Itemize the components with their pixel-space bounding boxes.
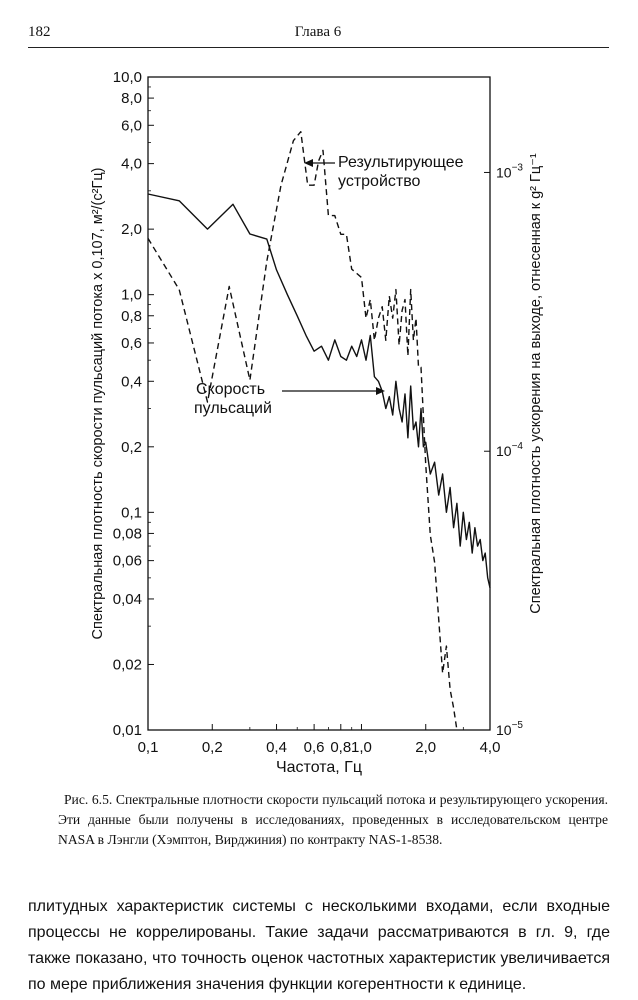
x-tick-label: 0,1	[138, 739, 159, 756]
annotation-label-output-device: устройство	[338, 173, 421, 190]
plot-frame	[147, 76, 491, 731]
annotation-arrowhead	[376, 387, 385, 395]
page-number: 182	[28, 24, 51, 40]
y-tick-label: 10,0	[113, 69, 142, 86]
x-axis-title: Частота, Гц	[276, 759, 362, 776]
header-rule	[28, 47, 609, 48]
x-tick-label: 0,4	[266, 739, 287, 756]
annotation-label-velocity: Скорость	[196, 381, 265, 398]
y-tick-label: 1,0	[121, 287, 142, 304]
y-tick-label: 0,04	[113, 591, 142, 608]
annotation-label-velocity: пульсаций	[194, 400, 272, 417]
y-tick-label: 0,4	[121, 373, 142, 390]
x-tick-label: 0,2	[202, 739, 223, 756]
running-head: 182 Глава 6	[28, 24, 608, 46]
body-paragraph: плитудных характеристик системы с нескол…	[28, 898, 610, 993]
y-tick-label: 0,06	[113, 553, 142, 570]
x-tick-label: 0,8	[330, 739, 351, 756]
chapter-title: Глава 6	[294, 24, 342, 40]
figure-caption: Рис. 6.5. Спектральные плотности скорост…	[58, 792, 608, 847]
spectral-density-chart: 0,010,020,040,060,080,10,20,40,60,81,02,…	[90, 69, 544, 776]
y-tick-label: 0,8	[121, 308, 142, 325]
y-tick-label: 8,0	[121, 90, 142, 107]
y-tick-label: 0,01	[113, 722, 142, 739]
y-tick-label: 2,0	[121, 221, 142, 238]
x-tick-label: 4,0	[480, 739, 501, 756]
series-line-output-device	[147, 130, 458, 731]
y-axis-title: Спектральная плотность скорости пульсаци…	[90, 168, 106, 640]
annotation-label-output-device: Результирующее	[338, 154, 464, 171]
y2-axis-title: Спектральная плотность ускорения на выхо…	[528, 153, 544, 614]
y-tick-label: 0,02	[113, 656, 142, 673]
y-tick-label: 0,2	[121, 439, 142, 456]
y-tick-label: 0,1	[121, 504, 142, 521]
x-tick-label: 1,0	[351, 739, 372, 756]
annotation-arrowhead	[304, 159, 313, 167]
y-tick-label: 4,0	[121, 156, 142, 173]
y-tick-label: 6,0	[121, 117, 142, 134]
y2-tick-label: 10−3	[496, 162, 523, 180]
y-tick-label: 0,08	[113, 525, 142, 542]
x-tick-label: 0,6	[304, 739, 325, 756]
x-tick-label: 2,0	[415, 739, 436, 756]
body-text: плитудных характеристик системы с нескол…	[28, 894, 610, 998]
series-line-pulsation-velocity	[147, 193, 491, 588]
y2-tick-label: 10−5	[496, 720, 523, 738]
y2-tick-label: 10−4	[496, 441, 523, 459]
y-tick-label: 0,6	[121, 335, 142, 352]
